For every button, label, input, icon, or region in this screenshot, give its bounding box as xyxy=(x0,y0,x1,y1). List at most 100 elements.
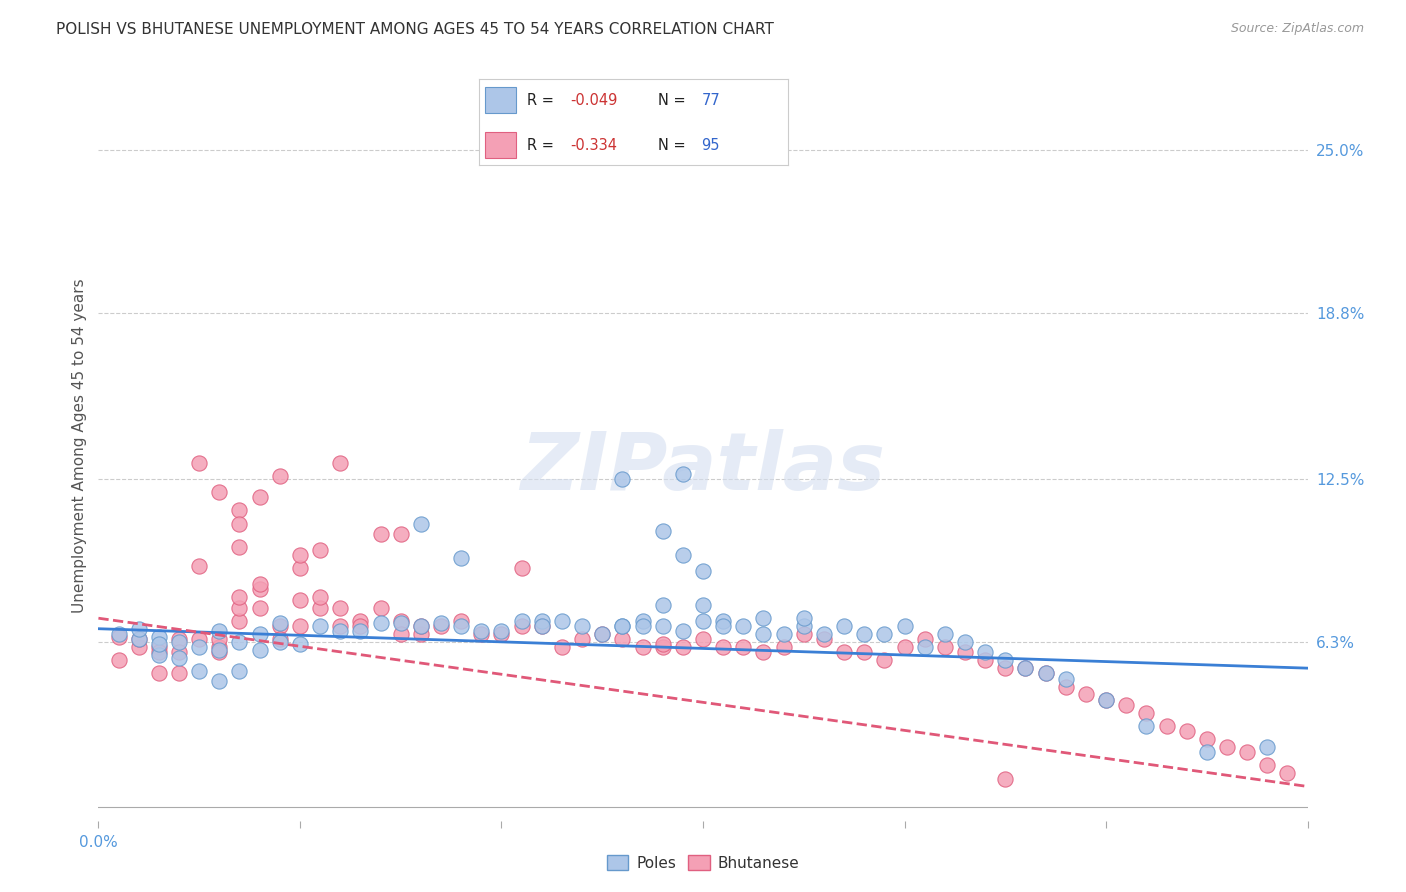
Point xyxy=(1074,688,1097,702)
Point xyxy=(914,632,936,647)
Point xyxy=(1277,766,1299,780)
Point xyxy=(893,640,915,654)
Point xyxy=(853,627,876,641)
Point xyxy=(128,632,150,647)
Point xyxy=(167,645,190,659)
Point xyxy=(389,614,412,628)
Point xyxy=(631,614,654,628)
Point xyxy=(571,619,593,633)
Point xyxy=(269,635,291,649)
Point xyxy=(893,619,915,633)
Point xyxy=(1095,692,1118,706)
Point xyxy=(148,666,170,681)
Point xyxy=(148,645,170,659)
Point xyxy=(793,627,815,641)
Point xyxy=(329,624,352,639)
Point xyxy=(1195,732,1218,747)
Point xyxy=(1054,672,1077,686)
Point xyxy=(148,640,170,654)
Point xyxy=(914,640,936,654)
Point xyxy=(409,619,432,633)
Point xyxy=(450,614,472,628)
Point xyxy=(1035,666,1057,681)
Point xyxy=(107,630,129,644)
Point xyxy=(470,624,492,639)
Point xyxy=(1115,698,1137,712)
Point xyxy=(309,619,332,633)
Point xyxy=(612,472,634,486)
Point xyxy=(873,627,896,641)
Y-axis label: Unemployment Among Ages 45 to 54 years: Unemployment Among Ages 45 to 54 years xyxy=(72,278,87,614)
Point xyxy=(370,527,392,541)
Point xyxy=(530,614,553,628)
Point xyxy=(1256,739,1278,754)
Point xyxy=(530,619,553,633)
Point xyxy=(128,640,150,654)
Point xyxy=(853,645,876,659)
Point xyxy=(188,632,211,647)
Point xyxy=(711,619,734,633)
Point xyxy=(873,653,896,667)
Point xyxy=(228,614,250,628)
Point xyxy=(510,619,533,633)
Point xyxy=(530,619,553,633)
Point xyxy=(813,627,835,641)
Point xyxy=(188,456,211,470)
Point xyxy=(651,619,673,633)
Point xyxy=(228,590,250,604)
Point xyxy=(752,611,775,625)
Point xyxy=(752,627,775,641)
Point xyxy=(128,622,150,636)
Point xyxy=(1195,745,1218,759)
Point xyxy=(832,619,855,633)
Point xyxy=(571,632,593,647)
Point xyxy=(288,592,311,607)
Point xyxy=(450,550,472,565)
Point xyxy=(148,630,170,644)
Point xyxy=(692,598,714,612)
Point xyxy=(409,516,432,531)
Text: ZIPatlas: ZIPatlas xyxy=(520,429,886,508)
Point xyxy=(389,627,412,641)
Point xyxy=(994,653,1017,667)
Point xyxy=(370,616,392,631)
Point xyxy=(772,627,794,641)
Point xyxy=(228,516,250,531)
Point xyxy=(974,653,997,667)
Text: POLISH VS BHUTANESE UNEMPLOYMENT AMONG AGES 45 TO 54 YEARS CORRELATION CHART: POLISH VS BHUTANESE UNEMPLOYMENT AMONG A… xyxy=(56,22,775,37)
Text: Source: ZipAtlas.com: Source: ZipAtlas.com xyxy=(1230,22,1364,36)
Point xyxy=(672,640,695,654)
Point xyxy=(974,645,997,659)
Point xyxy=(389,616,412,631)
Point xyxy=(752,645,775,659)
Point xyxy=(329,619,352,633)
Point xyxy=(953,635,976,649)
Point xyxy=(651,640,673,654)
Point xyxy=(188,558,211,573)
Point xyxy=(793,611,815,625)
Point xyxy=(409,627,432,641)
Point xyxy=(1135,719,1157,733)
Point xyxy=(793,619,815,633)
Point xyxy=(651,524,673,539)
Point xyxy=(1054,680,1077,694)
Point xyxy=(612,619,634,633)
Point xyxy=(1236,745,1258,759)
Point xyxy=(148,648,170,662)
Point xyxy=(329,600,352,615)
Point xyxy=(591,627,613,641)
Point xyxy=(148,638,170,652)
Point xyxy=(733,640,755,654)
Point xyxy=(167,666,190,681)
Point xyxy=(692,632,714,647)
Point xyxy=(309,600,332,615)
Point xyxy=(208,674,231,689)
Point xyxy=(249,490,271,504)
Point xyxy=(288,561,311,575)
Point xyxy=(288,619,311,633)
Point xyxy=(228,635,250,649)
Point xyxy=(329,456,352,470)
Point xyxy=(249,577,271,591)
Point xyxy=(269,616,291,631)
Point xyxy=(813,632,835,647)
